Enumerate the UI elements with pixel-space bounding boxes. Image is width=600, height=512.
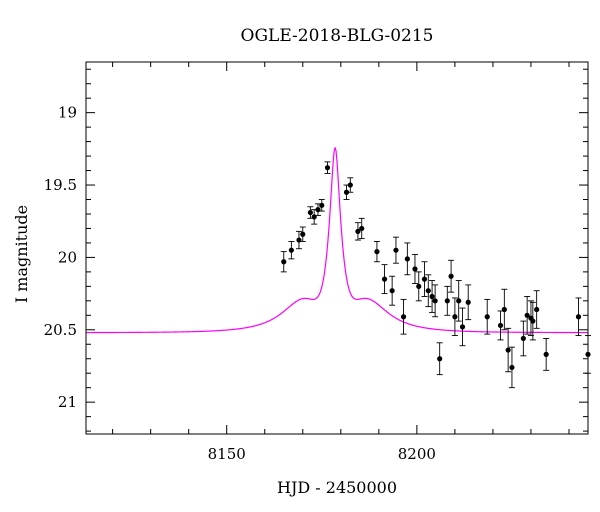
plot-frame — [85, 61, 589, 435]
data-points — [280, 161, 591, 389]
data-point — [343, 184, 350, 200]
y-tick-label: 19.5 — [44, 176, 77, 194]
point-marker — [319, 202, 325, 208]
data-point — [425, 274, 432, 308]
y-tick-label: 20.5 — [44, 321, 77, 339]
point-marker — [452, 314, 458, 320]
y-tick-label: 21 — [58, 393, 77, 411]
x-axis-label: HJD - 2450000 — [277, 478, 397, 497]
data-point — [295, 230, 302, 250]
point-marker — [501, 306, 507, 313]
x-tick-label: 8150 — [208, 445, 246, 463]
point-marker — [497, 322, 504, 329]
data-point — [288, 241, 295, 260]
data-point — [501, 288, 508, 331]
data-point — [411, 254, 418, 284]
data-point — [575, 297, 582, 337]
data-point — [436, 342, 443, 376]
data-point — [432, 284, 439, 318]
point-marker — [400, 314, 407, 320]
point-marker — [404, 256, 410, 262]
data-point — [347, 177, 354, 193]
y-axis-label: I magnitude — [12, 205, 31, 303]
point-marker — [543, 351, 549, 357]
point-marker — [324, 165, 331, 171]
y-tick-label: 20 — [58, 248, 77, 266]
data-point — [324, 161, 331, 174]
model-curve — [86, 147, 589, 334]
data-point — [444, 285, 451, 316]
data-point — [318, 199, 325, 212]
point-marker — [393, 247, 399, 253]
chart-title: OGLE-2018-BLG-0215 — [241, 26, 434, 46]
point-marker — [343, 189, 350, 195]
data-point — [280, 251, 287, 273]
point-marker — [456, 298, 462, 304]
data-point — [508, 346, 515, 389]
data-point — [381, 264, 388, 295]
data-point — [448, 259, 455, 293]
point-marker — [429, 293, 435, 300]
point-marker — [421, 276, 428, 282]
point-marker — [374, 249, 380, 255]
point-marker — [484, 314, 490, 320]
data-point — [451, 297, 458, 337]
data-point — [524, 296, 531, 335]
point-marker — [520, 335, 526, 342]
point-marker — [530, 318, 536, 324]
point-marker — [432, 298, 438, 304]
point-marker — [448, 273, 454, 279]
point-marker — [575, 314, 582, 320]
point-marker — [425, 288, 431, 294]
data-point — [299, 226, 306, 242]
data-point — [358, 217, 365, 240]
data-point — [484, 298, 491, 335]
data-point — [533, 290, 540, 329]
data-point — [455, 280, 462, 322]
point-marker — [381, 276, 388, 282]
point-marker — [412, 266, 418, 272]
data-point — [505, 327, 512, 373]
point-marker — [444, 298, 450, 304]
data-point — [543, 338, 550, 371]
axis-ticks — [86, 62, 588, 434]
data-point — [459, 307, 466, 347]
point-marker — [416, 283, 422, 289]
y-tick-label: 19 — [58, 104, 77, 122]
point-marker — [347, 182, 353, 188]
point-marker — [505, 347, 511, 353]
point-marker — [300, 231, 306, 237]
data-point — [520, 320, 527, 357]
data-point — [404, 242, 411, 276]
data-point — [373, 241, 380, 263]
point-marker — [459, 324, 466, 330]
data-point — [400, 298, 407, 335]
data-point — [392, 236, 399, 264]
data-point — [415, 271, 422, 302]
data-point — [429, 280, 436, 313]
data-point — [389, 275, 396, 306]
data-point — [311, 209, 318, 225]
x-tick-label: 8200 — [398, 445, 436, 463]
point-marker — [288, 247, 294, 253]
data-point — [497, 310, 504, 341]
model-curve-group — [86, 147, 589, 334]
point-marker — [359, 225, 365, 232]
point-marker — [534, 306, 540, 313]
point-marker — [281, 259, 287, 265]
data-point — [354, 222, 361, 241]
data-point — [465, 284, 472, 321]
point-marker — [509, 364, 515, 371]
data-point — [529, 301, 536, 341]
point-marker — [437, 356, 443, 362]
point-marker — [524, 312, 530, 318]
point-marker — [465, 299, 471, 305]
tick-labels: 8150 8200 19 19.5 20 20.5 21 — [44, 104, 436, 463]
data-point — [421, 261, 428, 297]
point-marker — [307, 209, 313, 216]
point-marker — [355, 228, 361, 234]
point-marker — [389, 288, 395, 294]
